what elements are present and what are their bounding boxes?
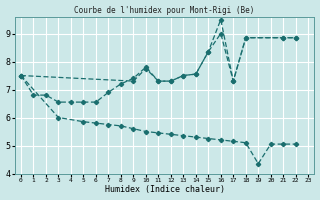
X-axis label: Humidex (Indice chaleur): Humidex (Indice chaleur) xyxy=(105,185,225,194)
Title: Courbe de l'humidex pour Mont-Rigi (Be): Courbe de l'humidex pour Mont-Rigi (Be) xyxy=(74,6,255,15)
